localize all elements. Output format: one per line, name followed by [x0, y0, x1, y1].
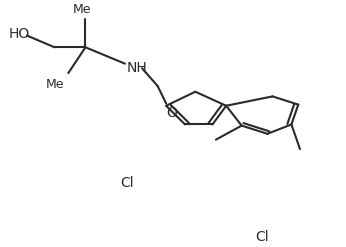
Text: Cl: Cl: [120, 176, 134, 190]
Text: Cl: Cl: [255, 230, 269, 244]
Text: NH: NH: [127, 61, 147, 75]
Text: O: O: [166, 106, 177, 120]
Text: Me: Me: [73, 3, 91, 16]
Text: Me: Me: [45, 78, 64, 91]
Text: HO: HO: [8, 27, 29, 41]
